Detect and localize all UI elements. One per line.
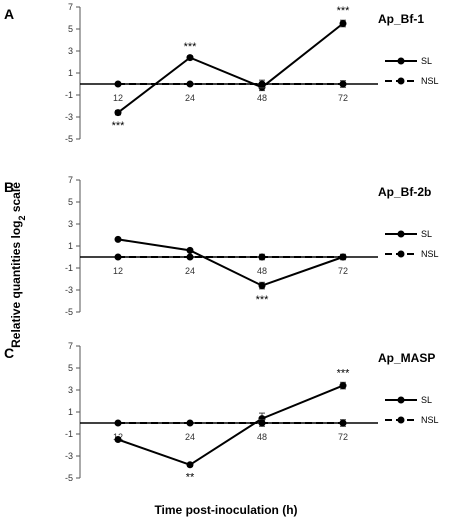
x-tick-label: 48 <box>257 432 267 442</box>
panel-title: Ap_Bf-1 <box>378 12 424 26</box>
significance-label: ** <box>186 471 195 483</box>
panel-title: Ap_Bf-2b <box>378 185 431 199</box>
y-axis-title: Relative quantities log2 scale <box>9 182 27 348</box>
significance-label: *** <box>337 5 351 17</box>
y-tick-label: 3 <box>68 385 73 395</box>
y-axis-title-suffix: scale <box>9 182 23 216</box>
data-point-sl <box>258 282 266 290</box>
legend-marker <box>397 250 405 258</box>
y-tick-label: -1 <box>65 263 73 273</box>
data-point-sl <box>114 235 122 243</box>
y-tick-label: -5 <box>65 134 73 144</box>
x-axis-title: Time post-inoculation (h) <box>154 503 297 517</box>
significance-label: *** <box>256 294 270 306</box>
x-tick-label: 12 <box>113 93 123 103</box>
legend-marker <box>397 416 405 424</box>
data-point-nsl <box>186 419 194 427</box>
y-tick-label: -1 <box>65 90 73 100</box>
y-tick-label: 3 <box>68 46 73 56</box>
data-point-nsl <box>186 80 194 88</box>
data-point-sl <box>114 109 122 117</box>
x-tick-label: 72 <box>338 432 348 442</box>
y-axis-title-main: Relative quantities log <box>9 221 23 348</box>
y-tick-label: -5 <box>65 307 73 317</box>
data-point-sl <box>114 436 122 443</box>
x-tick-label: 24 <box>185 93 195 103</box>
x-tick-label: 24 <box>185 266 195 276</box>
series-line-sl <box>117 238 344 287</box>
y-tick-label: 5 <box>68 363 73 373</box>
legend-label: NSL <box>421 415 439 425</box>
data-point-sl <box>186 246 194 254</box>
y-tick-label: 1 <box>68 241 73 251</box>
series-line-sl <box>117 384 344 466</box>
data-point-nsl <box>258 80 266 88</box>
y-tick-label: 5 <box>68 24 73 34</box>
legend-marker <box>397 230 405 238</box>
data-point-nsl <box>339 419 347 427</box>
y-tick-label: -3 <box>65 451 73 461</box>
y-tick-label: 7 <box>68 341 73 351</box>
x-tick-label: 72 <box>338 93 348 103</box>
legend-marker <box>397 57 405 65</box>
y-tick-label: 3 <box>68 219 73 229</box>
y-tick-label: 5 <box>68 197 73 207</box>
legend-label: NSL <box>421 249 439 259</box>
data-point-sl <box>186 461 194 469</box>
data-point-nsl <box>339 253 347 261</box>
significance-label: *** <box>337 367 351 379</box>
panel-letter: A <box>4 6 14 22</box>
y-tick-label: -3 <box>65 285 73 295</box>
data-point-nsl <box>114 80 122 88</box>
y-tick-label: -3 <box>65 112 73 122</box>
panel-title: Ap_MASP <box>378 351 435 365</box>
data-point-sl <box>339 20 347 27</box>
data-point-nsl <box>258 419 266 427</box>
panel-letter: B <box>4 179 14 195</box>
legend-marker <box>397 396 405 404</box>
y-tick-label: 1 <box>68 68 73 78</box>
x-tick-label: 12 <box>113 266 123 276</box>
x-tick-label: 48 <box>257 266 267 276</box>
data-point-nsl <box>258 253 266 261</box>
series-line-sl <box>117 22 344 114</box>
x-tick-label: 48 <box>257 93 267 103</box>
legend-label: SL <box>421 56 432 66</box>
x-tick-label: 24 <box>185 432 195 442</box>
y-tick-label: 1 <box>68 407 73 417</box>
y-tick-label: 7 <box>68 2 73 12</box>
data-point-sl <box>339 382 347 390</box>
significance-label: *** <box>112 120 126 132</box>
significance-label: *** <box>184 41 198 53</box>
data-point-nsl <box>114 253 122 261</box>
data-point-nsl <box>186 253 194 261</box>
legend-label: SL <box>421 395 432 405</box>
y-axis-title-subscript: 2 <box>17 216 27 221</box>
chart-panel-a: A Ap_Bf-1 7 5 3 1 -1 -3 -5 12 24 48 72 SL NSL *** *** *** <box>4 2 439 144</box>
data-point-nsl <box>339 80 347 88</box>
legend-label: NSL <box>421 76 439 86</box>
y-tick-label: -5 <box>65 473 73 483</box>
chart-panel-b: B Ap_Bf-2b 7 5 3 1 -1 -3 -5 12 24 48 72 SL NSL *** <box>4 175 439 317</box>
legend-label: SL <box>421 229 432 239</box>
data-point-nsl <box>114 419 122 427</box>
y-tick-label: 7 <box>68 175 73 185</box>
x-tick-label: 72 <box>338 266 348 276</box>
panel-letter: C <box>4 345 14 361</box>
data-point-sl <box>186 54 194 62</box>
legend-marker <box>397 77 405 85</box>
y-tick-label: -1 <box>65 429 73 439</box>
